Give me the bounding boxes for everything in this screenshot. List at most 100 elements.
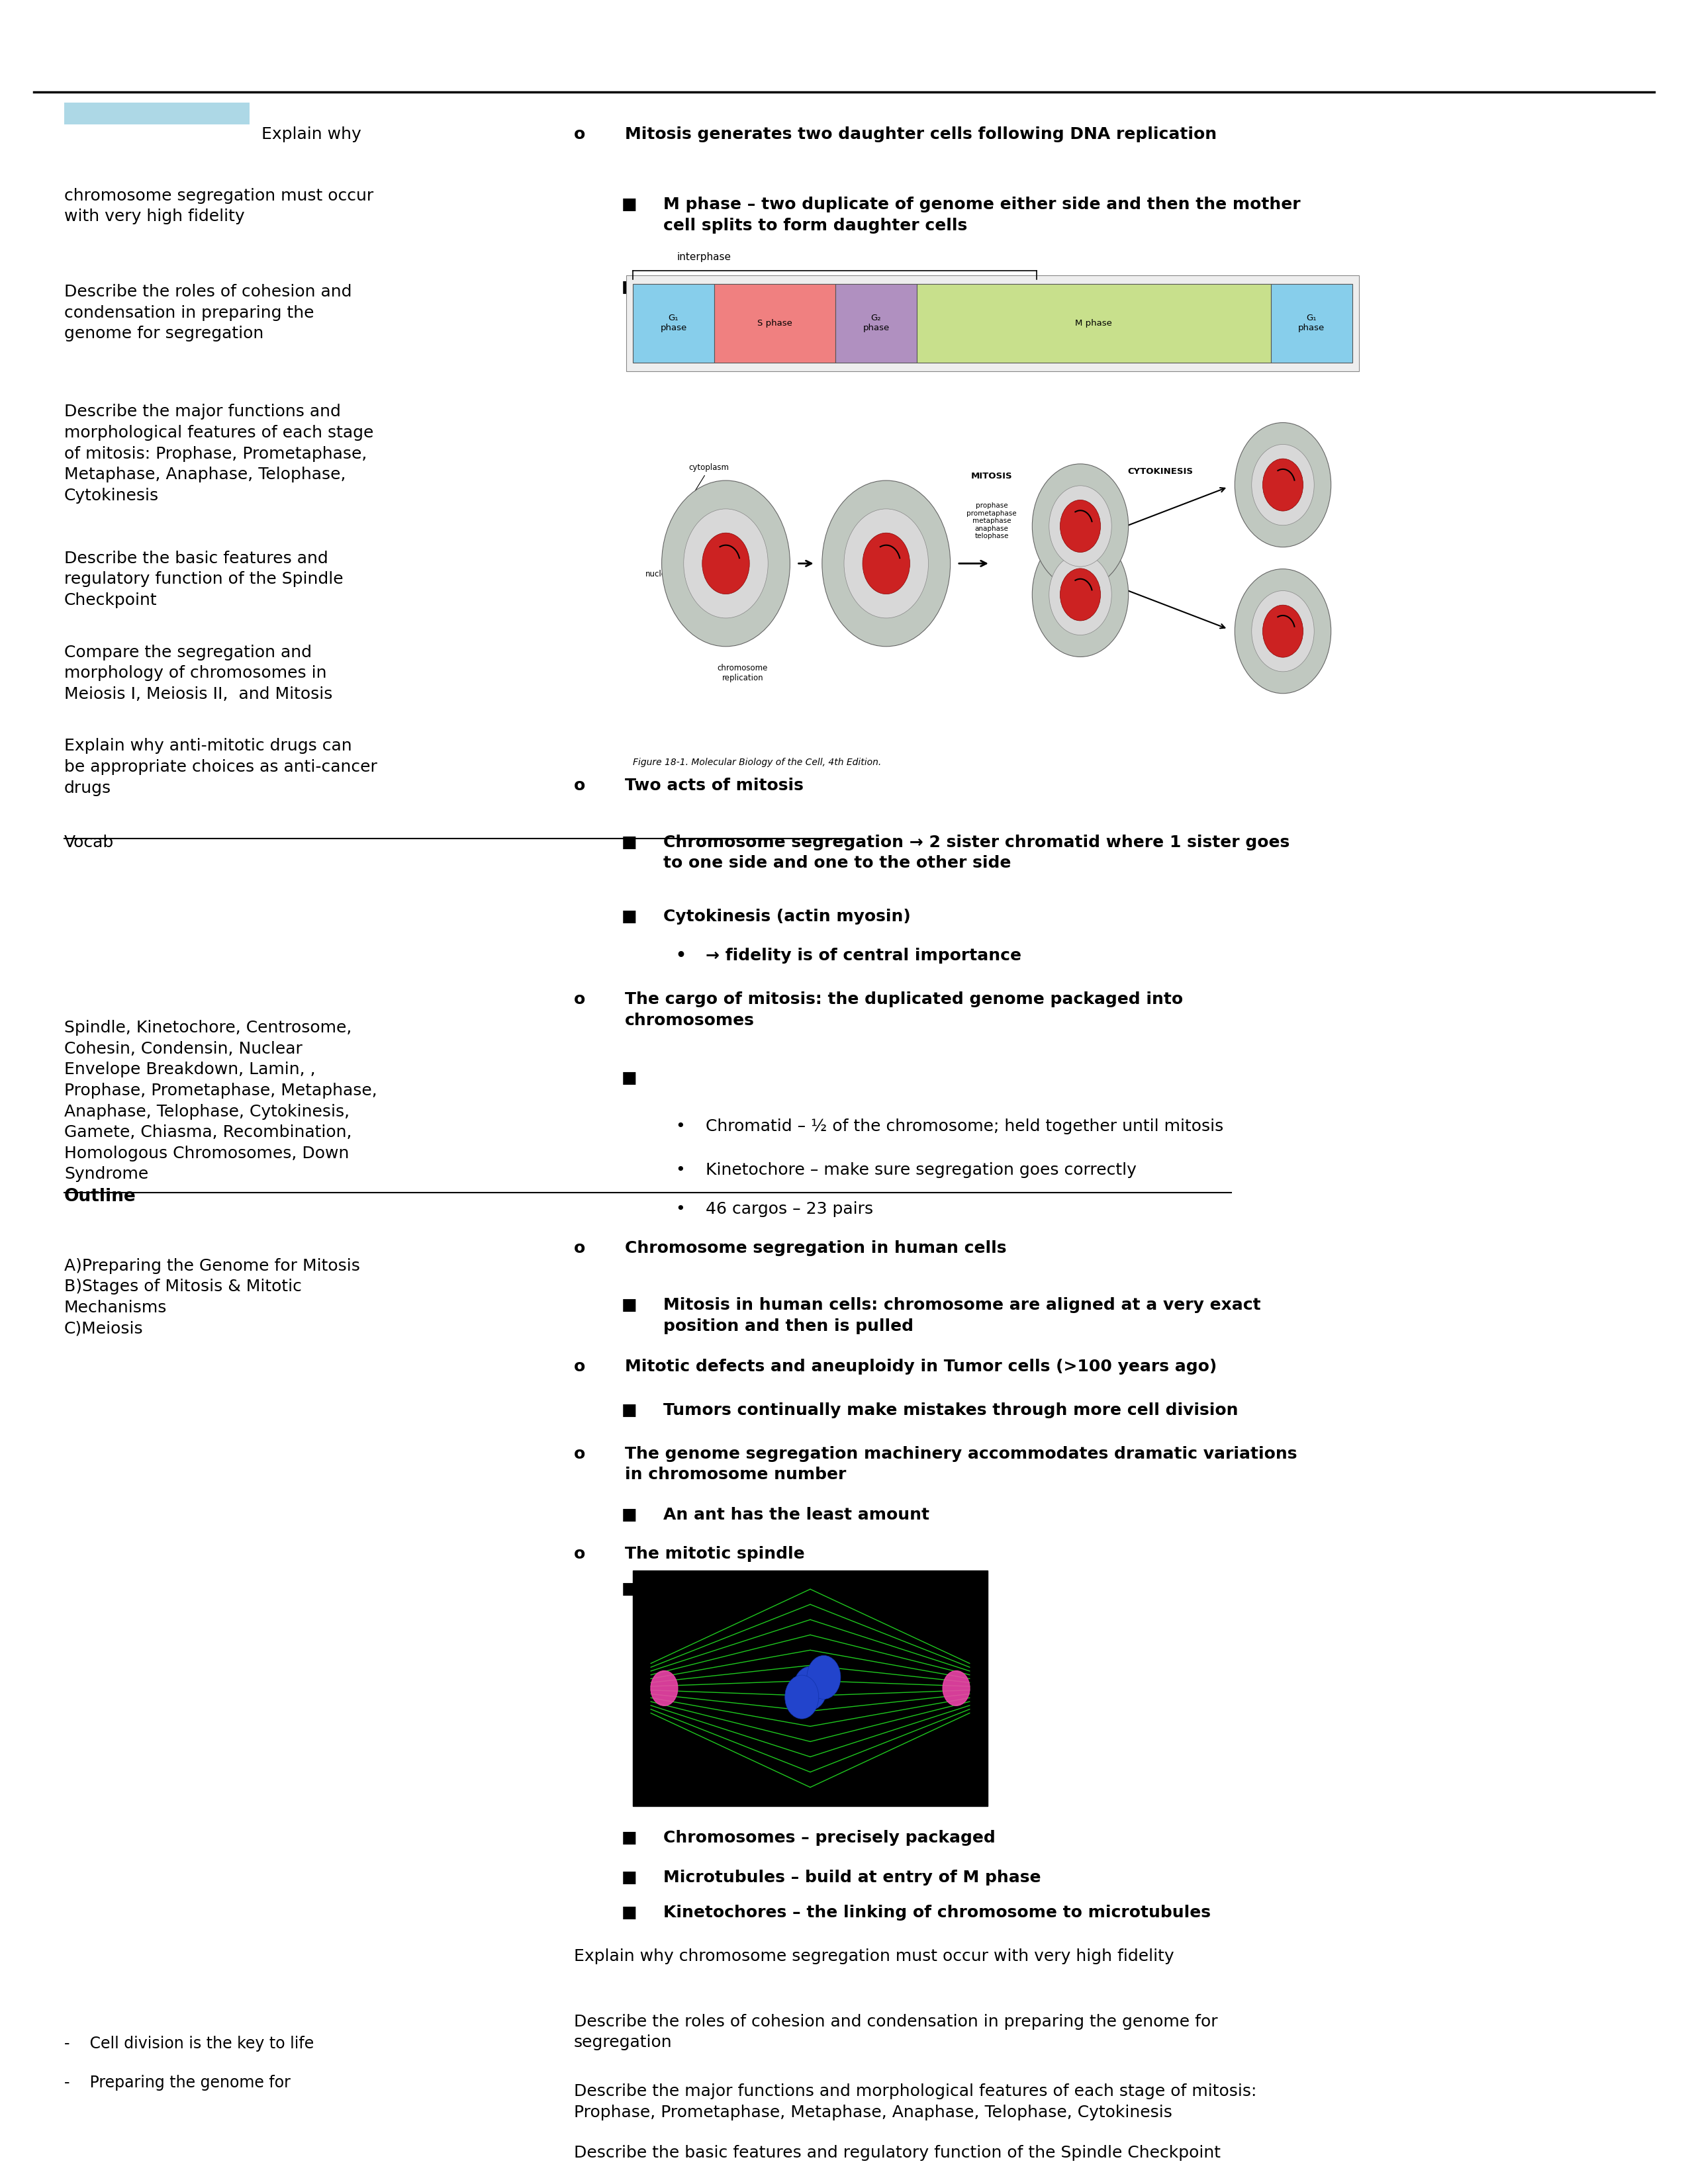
Bar [1271,284,1352,363]
Text: The mitotic spindle: The mitotic spindle [625,1546,805,1562]
Text: The cargo of mitosis: the duplicated genome packaged into
chromosomes: The cargo of mitosis: the duplicated gen… [625,992,1183,1029]
Text: Vocab: Vocab [64,834,115,850]
Text: Explain why chromosome segregation must occur with very high fidelity: Explain why chromosome segregation must … [574,1948,1175,1963]
Text: ■: ■ [621,1581,636,1597]
Bar [633,1570,987,1806]
Circle shape [1263,605,1303,657]
Text: o: o [574,1546,586,1562]
Bar [714,284,836,363]
Circle shape [1060,500,1101,553]
Text: ■: ■ [621,1904,636,1920]
Text: Explain why: Explain why [262,127,361,142]
Text: o: o [574,778,586,793]
Circle shape [684,509,768,618]
Text: o: o [574,127,586,142]
Circle shape [785,1675,819,1719]
Text: Two acts of mitosis: Two acts of mitosis [625,778,803,793]
Text: •: • [675,1118,685,1133]
Text: The genome segregation machinery accommodates dramatic variations
in chromosome : The genome segregation machinery accommo… [625,1446,1296,1483]
Text: G₁
phase: G₁ phase [1298,314,1325,332]
Text: ■: ■ [621,1070,636,1085]
Text: An ant has the least amount: An ant has the least amount [663,1507,930,1522]
Text: Mitotic defects and aneuploidy in Tumor cells (>100 years ago): Mitotic defects and aneuploidy in Tumor … [625,1358,1217,1374]
Text: interphase: interphase [677,251,731,262]
Text: Describe the basic features and regulatory function of the Spindle Checkpoint: Describe the basic features and regulato… [574,2145,1220,2160]
Text: 46 cargos – 23 pairs: 46 cargos – 23 pairs [706,1201,873,1216]
Circle shape [1251,590,1315,673]
Circle shape [652,1671,679,1706]
Circle shape [822,480,950,646]
Bar [633,284,714,363]
Bar [64,103,250,124]
Text: Chromosome segregation → 2 sister chromatid where 1 sister goes
to one side and : Chromosome segregation → 2 sister chroma… [663,834,1290,871]
Text: Chromatid – ½ of the chromosome; held together until mitosis: Chromatid – ½ of the chromosome; held to… [706,1118,1224,1133]
Text: ■: ■ [621,1297,636,1313]
Text: Mitosis in human cells: chromosome are aligned at a very exact
position and then: Mitosis in human cells: chromosome are a… [663,1297,1261,1334]
Text: Tumors continually make mistakes through more cell division: Tumors continually make mistakes through… [663,1402,1239,1417]
Bar [626,275,1359,371]
Circle shape [863,533,910,594]
Circle shape [1060,568,1101,620]
Text: nucleus: nucleus [645,570,675,579]
Text: CYTOKINESIS: CYTOKINESIS [1128,467,1193,476]
Text: Describe the roles of cohesion and
condensation in preparing the
genome for segr: Describe the roles of cohesion and conde… [64,284,351,341]
Text: G₂
phase: G₂ phase [863,314,890,332]
Text: cytoplasm: cytoplasm [689,463,729,472]
Text: Chromosome segregation in human cells: Chromosome segregation in human cells [625,1241,1006,1256]
Text: Describe the roles of cohesion and condensation in preparing the genome for
segr: Describe the roles of cohesion and conde… [574,2014,1217,2051]
Text: Explain why anti-mitotic drugs can
be appropriate choices as anti-cancer
drugs: Explain why anti-mitotic drugs can be ap… [64,738,376,795]
Text: ■: ■ [621,1507,636,1522]
Text: chromosome segregation must occur
with very high fidelity: chromosome segregation must occur with v… [64,188,373,225]
Text: Figure 18-1. Molecular Biology of the Cell, 4th Edition.: Figure 18-1. Molecular Biology of the Ce… [633,758,881,767]
Text: o: o [574,1358,586,1374]
Text: A)Preparing the Genome for Mitosis
B)Stages of Mitosis & Mitotic
Mechanisms
C)Me: A)Preparing the Genome for Mitosis B)Sta… [64,1258,360,1337]
Text: G₁
phase: G₁ phase [660,314,687,332]
Text: S phase: S phase [758,319,792,328]
Text: prophase
prometaphase
metaphase
anaphase
telophase: prophase prometaphase metaphase anaphase… [967,502,1016,539]
Bar [917,284,1271,363]
Circle shape [702,533,749,594]
Circle shape [807,1655,841,1699]
Text: Describe the major functions and
morphological features of each stage
of mitosis: Describe the major functions and morphol… [64,404,373,505]
Text: Describe the basic features and
regulatory function of the Spindle
Checkpoint: Describe the basic features and regulato… [64,550,343,607]
Text: M phase: M phase [1075,319,1112,328]
Text: ■: ■ [621,197,636,212]
Circle shape [1251,443,1315,526]
Circle shape [844,509,928,618]
Text: Spindle, Kinetochore, Centrosome,
Cohesin, Condensin, Nuclear
Envelope Breakdown: Spindle, Kinetochore, Centrosome, Cohesi… [64,1020,376,1182]
Circle shape [1263,459,1303,511]
Circle shape [1048,485,1112,566]
Text: Kinetochores – the linking of chromosome to microtubules: Kinetochores – the linking of chromosome… [663,1904,1210,1920]
Text: ■: ■ [621,1402,636,1417]
Circle shape [1234,422,1330,548]
Text: •: • [675,1201,685,1216]
Circle shape [1031,533,1128,657]
Text: ■: ■ [621,909,636,924]
Text: M phase – two duplicate of genome either side and then the mother
cell splits to: M phase – two duplicate of genome either… [663,197,1300,234]
Circle shape [942,1671,969,1706]
Text: Describe the major functions and morphological features of each stage of mitosis: Describe the major functions and morphol… [574,2084,1256,2121]
Text: ■: ■ [621,1830,636,1845]
Text: •: • [675,948,685,963]
Circle shape [1048,555,1112,636]
Circle shape [793,1666,827,1710]
Text: o: o [574,1241,586,1256]
Text: -    Cell division is the key to life: - Cell division is the key to life [64,2035,314,2051]
Text: ■: ■ [621,1870,636,1885]
Text: Outline: Outline [64,1188,137,1206]
Text: → fidelity is of central importance: → fidelity is of central importance [706,948,1021,963]
Text: Chromosomes – precisely packaged: Chromosomes – precisely packaged [663,1830,996,1845]
Text: Kinetochore – make sure segregation goes correctly: Kinetochore – make sure segregation goes… [706,1162,1136,1177]
Circle shape [1234,570,1330,695]
Text: Compare the segregation and
morphology of chromosomes in
Meiosis I, Meiosis II, : Compare the segregation and morphology o… [64,644,333,701]
Text: -    Preparing the genome for: - Preparing the genome for [64,2075,290,2090]
Text: chromosome
replication: chromosome replication [717,664,768,681]
Text: •: • [675,1162,685,1177]
Text: Mitosis generates two daughter cells following DNA replication: Mitosis generates two daughter cells fol… [625,127,1217,142]
Bar [836,284,917,363]
Text: o: o [574,992,586,1007]
Text: Microtubules – build at entry of M phase: Microtubules – build at entry of M phase [663,1870,1041,1885]
Circle shape [662,480,790,646]
Text: MITOSIS: MITOSIS [971,472,1013,480]
Text: o: o [574,1446,586,1461]
